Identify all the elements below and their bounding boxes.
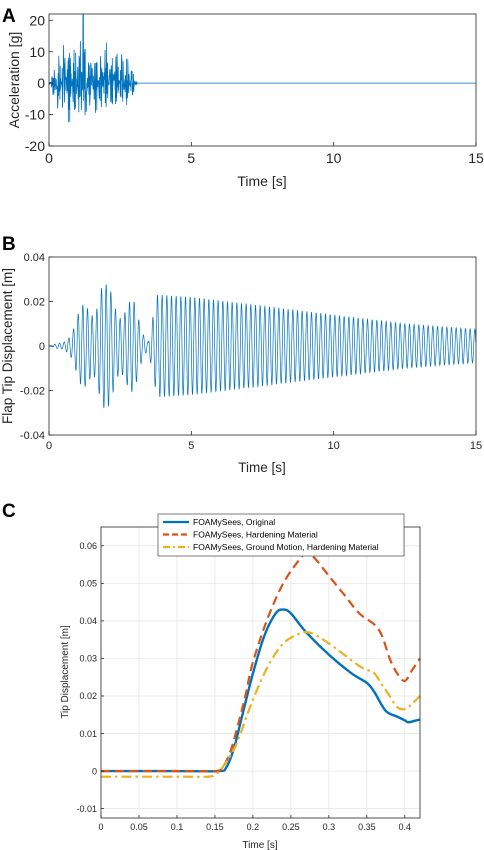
y-axis-label-c: Tip Displacement [m]	[60, 625, 71, 719]
y-tick-label: -0.02	[20, 385, 45, 397]
x-tick-label: 0	[98, 822, 103, 832]
y-tick-label: 0.02	[79, 691, 97, 701]
series-line-1	[101, 608, 421, 773]
series-line-2	[101, 551, 421, 773]
panel-letter-a: A	[2, 6, 16, 27]
y-axis-label-a: Acceleration [g]	[6, 32, 22, 129]
tip-displacement-series	[101, 551, 421, 778]
panel-letter-c: C	[2, 501, 16, 522]
axes-box-c	[100, 526, 421, 819]
x-tick-label: 0.2	[247, 822, 260, 832]
x-tick-label: 5	[188, 440, 194, 452]
y-tick-label: 0	[92, 766, 97, 776]
x-tick-label: 5	[187, 150, 195, 166]
y-tick-label: 0.06	[79, 541, 97, 551]
acceleration-line	[48, 13, 476, 123]
y-tick-label: 0.01	[79, 729, 97, 739]
x-tick-label: 10	[326, 150, 342, 166]
y-tick-label: 20	[29, 12, 45, 28]
legend-entry-1: FOAMySees, Original	[193, 517, 275, 527]
x-tick-label: 0.25	[282, 822, 300, 832]
x-tick-label: 0.4	[399, 822, 412, 832]
x-tick-label: 0.1	[171, 822, 184, 832]
panel-letter-b: B	[2, 234, 16, 255]
x-tick-label: 0.3	[323, 822, 336, 832]
panel-a: A 0 5 10 15 -20 -10 0 10 20 Time [s] Acceleratio…	[2, 6, 484, 189]
y-tick-label: 10	[29, 44, 45, 60]
legend-entry-2: FOAMySees, Hardening Material	[193, 530, 318, 540]
axes-box-b	[48, 256, 477, 436]
legend-entry-3: FOAMySees, Ground Motion, Hardening Mate…	[193, 542, 379, 552]
flap-tip-displacement-line	[48, 284, 477, 408]
y-tick-label: 0.04	[79, 616, 97, 626]
y-tick-label: -0.04	[20, 430, 45, 442]
x-tick-label: 0.05	[130, 822, 148, 832]
x-tick-label: 0.35	[358, 822, 376, 832]
y-axis-label-b: Flap Tip Displacement [m]	[0, 268, 15, 424]
x-tick-label: 10	[328, 440, 340, 452]
x-tick-label: 15	[470, 440, 482, 452]
y-tick-label: -10	[25, 107, 45, 123]
x-axis-label-c: Time [s]	[242, 840, 277, 850]
x-tick-label: 0	[46, 440, 52, 452]
axes-box-a	[48, 13, 477, 147]
y-tick-label: 0.02	[24, 296, 45, 308]
y-tick-label: 0	[39, 341, 45, 353]
legend: FOAMySees, Original FOAMySees, Hardening …	[157, 513, 405, 557]
series-line-3	[101, 631, 421, 778]
legend-box	[157, 513, 405, 557]
x-tick-label: 0	[45, 150, 53, 166]
panel-b: B 0 5 10 15 -0.04 -0.02 0 0.02 0.04 Time [s] Fla…	[0, 234, 482, 475]
y-tick-label: -20	[25, 138, 45, 154]
x-axis-label-a: Time [s]	[237, 173, 286, 189]
y-tick-label: 0.05	[79, 579, 97, 589]
x-tick-label: 15	[468, 150, 484, 166]
y-tick-label: 0.03	[79, 654, 97, 664]
y-tick-label: 0.04	[24, 252, 45, 264]
flap-tip-displacement-series	[48, 284, 477, 408]
y-tick-label: 0	[37, 75, 45, 91]
panel-c: C 0 0.05 0.1 0.15 0.2 0.25 0.3 0.35 0.4-0.0100.0…	[2, 501, 421, 850]
x-axis-label-b: Time [s]	[238, 460, 286, 475]
acceleration-series	[48, 13, 476, 123]
x-tick-label: 0.15	[206, 822, 224, 832]
y-tick-label: -0.01	[76, 804, 97, 814]
